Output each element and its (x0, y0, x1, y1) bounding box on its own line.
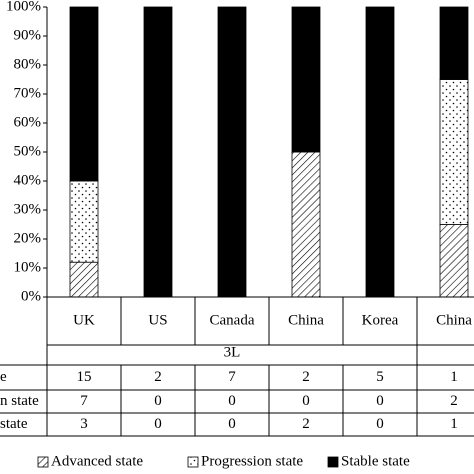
bar-segment (217, 6, 247, 298)
legend-swatch (187, 456, 199, 468)
table-cell: 0 (376, 416, 384, 432)
y-tick-label: 0% (21, 288, 41, 304)
table-cell: 15 (77, 369, 92, 385)
legend-label: Advanced state (51, 453, 143, 469)
x-tick-label: UK (73, 312, 95, 328)
bar-segment (291, 6, 321, 153)
bar-segment (143, 6, 173, 298)
table-cell: 0 (154, 416, 162, 432)
x-tick-label: China (288, 312, 324, 328)
y-tick-label: 40% (14, 172, 42, 188)
table-cell: 7 (80, 393, 88, 409)
x-tick-label: Korea (362, 312, 399, 328)
bar-segment (69, 180, 99, 263)
legend-label: Stable state (341, 453, 410, 469)
row-label: state (0, 416, 28, 432)
legend-swatch (37, 456, 49, 468)
bar-segment (365, 6, 395, 298)
y-tick-label: 100% (6, 0, 41, 14)
y-tick-label: 80% (14, 56, 42, 72)
y-tick-label: 90% (14, 27, 42, 43)
table-cell: 2 (302, 369, 310, 385)
x-tick-label: US (148, 312, 167, 328)
legend-swatch (327, 456, 339, 468)
table-cell: 2 (302, 416, 310, 432)
bar-segment (291, 151, 321, 298)
y-tick-label: 50% (14, 143, 42, 159)
table-cell: 5 (376, 369, 384, 385)
bar-segment (439, 79, 469, 225)
table-cell: 1 (450, 369, 458, 385)
y-tick-label: 10% (14, 259, 42, 275)
legend-label: Progression state (201, 453, 303, 469)
bar-segment (439, 224, 469, 298)
table-cell: 2 (154, 369, 162, 385)
y-tick-label: 30% (14, 201, 42, 217)
y-tick-label: 70% (14, 85, 42, 101)
bar-segment (69, 6, 99, 182)
table-cell: 0 (154, 393, 162, 409)
table-cell: 2 (450, 393, 458, 409)
row-label: e (0, 369, 7, 385)
y-tick-label: 20% (14, 230, 42, 246)
group-label: 3L (224, 344, 241, 360)
table-cell: 1 (450, 416, 458, 432)
table-cell: 0 (228, 393, 236, 409)
table-cell: 7 (228, 369, 236, 385)
bar-segment (69, 261, 99, 298)
table-cell: 0 (302, 393, 310, 409)
y-tick-label: 60% (14, 114, 42, 130)
table-cell: 0 (228, 416, 236, 432)
bar-segment (439, 6, 469, 80)
x-tick-label: Canada (210, 312, 255, 328)
x-tick-label: China (436, 312, 472, 328)
table-cell: 0 (376, 393, 384, 409)
table-cell: 3 (80, 416, 88, 432)
row-label: n state (0, 393, 39, 409)
